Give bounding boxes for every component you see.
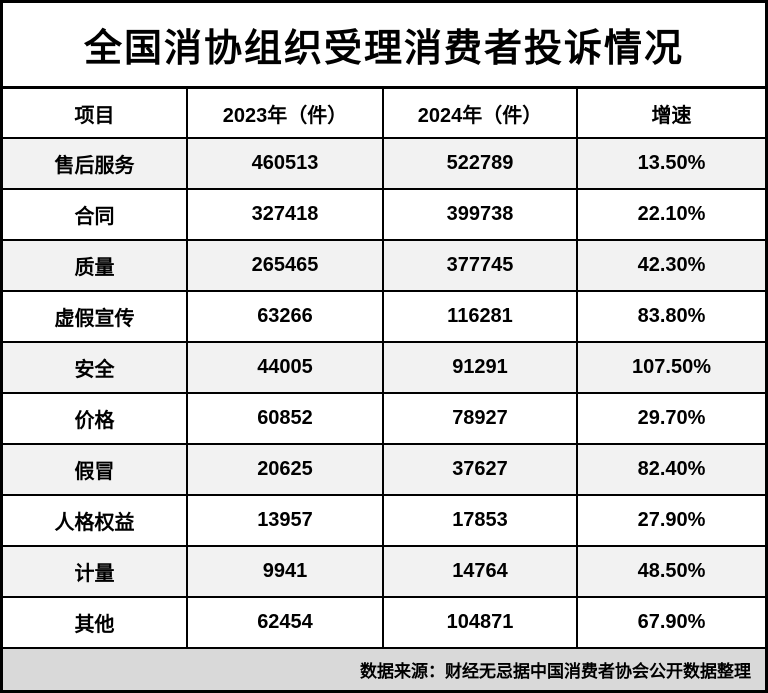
cell-2024: 78927 — [382, 394, 576, 443]
cell-2024: 37627 — [382, 445, 576, 494]
cell-2024: 104871 — [382, 598, 576, 647]
cell-2024: 522789 — [382, 139, 576, 188]
cell-growth: 13.50% — [576, 139, 765, 188]
cell-item: 虚假宣传 — [54, 308, 135, 330]
table-row: 其他 62454 104871 67.90% — [3, 598, 765, 649]
cell-2024: 399738 — [382, 190, 576, 239]
data-source-note: 数据来源：财经无忌据中国消费者协会公开数据整理 — [3, 649, 765, 690]
table-row: 售后服务 460513 522789 13.50% — [3, 139, 765, 190]
cell-growth: 42.30% — [576, 241, 765, 290]
table-row: 人格权益 13957 17853 27.90% — [3, 496, 765, 547]
table-row: 价格 60852 78927 29.70% — [3, 394, 765, 445]
cell-item: 计量 — [74, 563, 115, 585]
cell-growth: 29.70% — [576, 394, 765, 443]
column-header-2023: 2023年（件） — [186, 89, 382, 137]
column-header-growth: 增速 — [576, 89, 765, 137]
cell-2023: 327418 — [186, 190, 382, 239]
cell-2024: 14764 — [382, 547, 576, 596]
cell-2024: 91291 — [382, 343, 576, 392]
table-row: 计量 9941 14764 48.50% — [3, 547, 765, 598]
data-table: 项目 2023年（件） 2024年（件） 增速 售后服务 460513 5227… — [3, 89, 765, 649]
cell-item: 合同 — [74, 206, 115, 228]
table-header-row: 项目 2023年（件） 2024年（件） 增速 — [3, 89, 765, 139]
column-header-2024: 2024年（件） — [382, 89, 576, 137]
cell-2024: 17853 — [382, 496, 576, 545]
column-header-item: 项目 — [74, 104, 115, 127]
cell-2023: 60852 — [186, 394, 382, 443]
cell-item: 售后服务 — [54, 155, 135, 177]
cell-growth: 107.50% — [576, 343, 765, 392]
cell-2023: 13957 — [186, 496, 382, 545]
cell-2023: 9941 — [186, 547, 382, 596]
table-row: 质量 265465 377745 42.30% — [3, 241, 765, 292]
cell-2024: 377745 — [382, 241, 576, 290]
cell-item: 假冒 — [74, 461, 115, 483]
table-row: 合同 327418 399738 22.10% — [3, 190, 765, 241]
cell-growth: 22.10% — [576, 190, 765, 239]
cell-item: 价格 — [74, 410, 115, 432]
cell-growth: 82.40% — [576, 445, 765, 494]
table-row: 假冒 20625 37627 82.40% — [3, 445, 765, 496]
cell-item: 人格权益 — [54, 512, 135, 534]
cell-2023: 44005 — [186, 343, 382, 392]
cell-2023: 20625 — [186, 445, 382, 494]
cell-2023: 62454 — [186, 598, 382, 647]
cell-2024: 116281 — [382, 292, 576, 341]
cell-item: 质量 — [74, 257, 115, 279]
table-row: 安全 44005 91291 107.50% — [3, 343, 765, 394]
cell-2023: 63266 — [186, 292, 382, 341]
cell-growth: 27.90% — [576, 496, 765, 545]
cell-item: 其他 — [74, 614, 115, 636]
cell-2023: 460513 — [186, 139, 382, 188]
cell-item: 安全 — [74, 359, 115, 381]
cell-growth: 83.80% — [576, 292, 765, 341]
table-row: 虚假宣传 63266 116281 83.80% — [3, 292, 765, 343]
cell-growth: 48.50% — [576, 547, 765, 596]
cell-2023: 265465 — [186, 241, 382, 290]
cell-growth: 67.90% — [576, 598, 765, 647]
page-title: 全国消协组织受理消费者投诉情况 — [3, 3, 765, 89]
